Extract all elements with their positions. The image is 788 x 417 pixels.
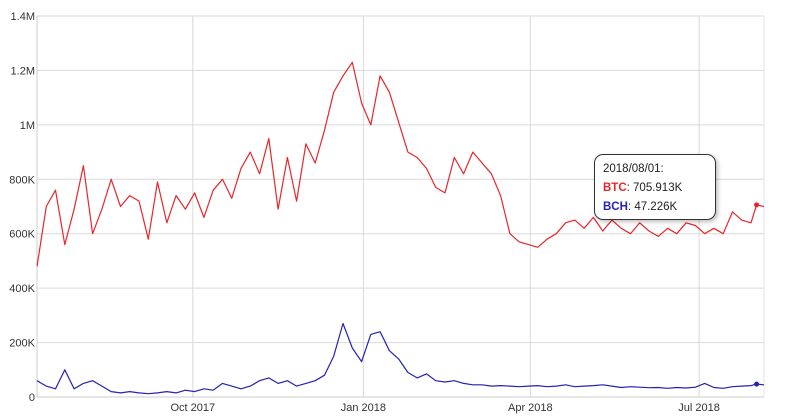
series-line-btc xyxy=(36,61,765,267)
x-axis-labels: Oct 2017 Jan 2018 Apr 2018 Jul 2018 xyxy=(170,402,719,414)
tooltip-btc-value: 705.913K xyxy=(633,182,683,194)
tooltip-bch-row: BCH: 47.226K xyxy=(603,201,678,213)
y-tick-label: 1M xyxy=(20,120,35,132)
y-tick-label: 400K xyxy=(9,283,35,295)
y-tick-label: 1.2M xyxy=(11,65,35,77)
x-tick-label: Jul 2018 xyxy=(678,402,720,414)
hover-point-bch xyxy=(754,381,760,387)
tooltip-date: 2018/08/01: xyxy=(603,163,664,175)
series-layer xyxy=(36,61,765,395)
tooltip-bch-value: 47.226K xyxy=(634,201,678,213)
hover-point-btc xyxy=(754,202,760,208)
tooltip: 2018/08/01: BTC: 705.913K BCH: 47.226K xyxy=(594,154,716,220)
x-tick-label: Oct 2017 xyxy=(170,402,215,414)
grid xyxy=(37,15,764,397)
y-axis-labels: 0 200K 400K 600K 800K 1M 1.2M 1.4M xyxy=(9,11,35,404)
x-tick-label: Apr 2018 xyxy=(508,402,553,414)
y-tick-label: 200K xyxy=(9,338,35,350)
y-tick-label: 0 xyxy=(29,392,35,404)
series-line-bch xyxy=(36,322,765,395)
tooltip-btc-label: BTC xyxy=(603,182,627,194)
tooltip-btc-row: BTC: 705.913K xyxy=(603,182,683,194)
y-tick-label: 1.4M xyxy=(11,11,35,23)
y-tick-label: 600K xyxy=(9,229,35,241)
y-tick-label: 800K xyxy=(9,174,35,186)
x-tick-label: Jan 2018 xyxy=(341,402,386,414)
tooltip-bch-label: BCH xyxy=(603,201,628,213)
